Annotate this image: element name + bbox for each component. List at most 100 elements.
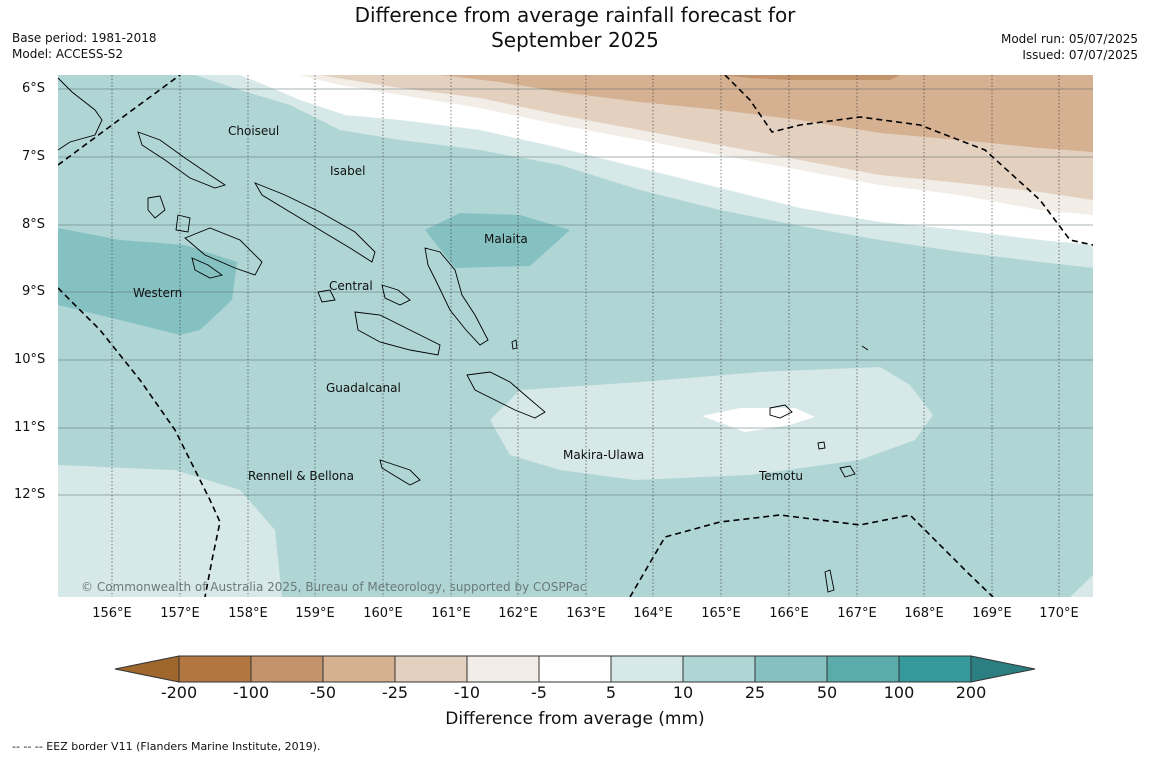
- colorbar-swatch: [754, 655, 828, 683]
- colorbar-tick: -200: [160, 683, 198, 702]
- colorbar: [114, 655, 1036, 683]
- contour-25-50-western: [58, 228, 237, 335]
- lat-label: 12°S: [14, 487, 46, 502]
- lon-label: 161°E: [431, 606, 471, 621]
- island-rennell: [379, 459, 421, 486]
- lat-label: 8°S: [22, 217, 46, 232]
- contour-25-50-malaita: [425, 213, 570, 268]
- lon-label: 164°E: [633, 606, 673, 621]
- lat-label: 7°S: [22, 149, 46, 164]
- colorbar-tick: -100: [232, 683, 270, 702]
- issued-date: Issued: 07/07/2025: [1022, 48, 1138, 62]
- eez-border: [58, 75, 1093, 597]
- eez-legend-footnote: -- -- -- EEZ border V11 (Flanders Marine…: [12, 740, 321, 753]
- region-label-isabel: Isabel: [330, 164, 366, 178]
- colorbar-swatch: [394, 655, 468, 683]
- contour-minus5-5-temotu: [702, 408, 815, 432]
- colorbar-tick: -25: [381, 683, 409, 702]
- contour-minus50-minus25: [440, 75, 1093, 152]
- lon-label: 166°E: [769, 606, 809, 621]
- lon-label: 156°E: [92, 606, 132, 621]
- map-gridlines: [58, 88, 1093, 496]
- colorbar-swatch: [826, 655, 900, 683]
- title-line-1: Difference from average rainfall forecas…: [354, 3, 796, 27]
- base-period: Base period: 1981-2018: [12, 31, 157, 45]
- colorbar-tick: -10: [453, 683, 481, 702]
- title-line-2: September 2025: [491, 28, 659, 52]
- contour-5-10-makira: [490, 367, 933, 480]
- colorbar-tick: 50: [816, 683, 838, 702]
- island-duff: [861, 345, 869, 351]
- island-bougainville: [57, 77, 103, 151]
- island-nendo: [769, 404, 793, 419]
- island-isabel: [253, 182, 376, 263]
- model-name: Model: ACCESS-S2: [12, 47, 124, 61]
- lon-label: 168°E: [904, 606, 944, 621]
- map-title: Difference from average rainfall forecas…: [0, 3, 1150, 53]
- model-info: Base period: 1981-2018 Model: ACCESS-S2: [12, 30, 157, 62]
- lon-label: 160°E: [363, 606, 403, 621]
- island-southern: [824, 569, 835, 593]
- island-utupua: [817, 441, 826, 450]
- model-run: Model run: 05/07/2025: [1000, 32, 1138, 46]
- colorbar-swatch: [466, 655, 540, 683]
- lon-label: 170°E: [1039, 606, 1079, 621]
- lon-label: 167°E: [837, 606, 877, 621]
- contour-5-10-southeast: [1070, 575, 1093, 597]
- region-label-rennell-bellona: Rennell & Bellona: [248, 469, 355, 483]
- colorbar-tick: 10: [672, 683, 694, 702]
- colorbar-swatch: [970, 655, 1036, 683]
- rainfall-contours: [58, 75, 1093, 597]
- lon-label: 163°E: [566, 606, 606, 621]
- lon-label: 165°E: [701, 606, 741, 621]
- colorbar-swatch: [898, 655, 972, 683]
- region-label-choiseul: Choiseul: [228, 124, 280, 138]
- coastlines: [57, 77, 869, 593]
- island-vella-lavella: [147, 195, 166, 219]
- colorbar-tick: 200: [955, 683, 987, 702]
- colorbar-swatch: [114, 655, 180, 683]
- region-label-western: Western: [133, 286, 183, 300]
- lat-label: 6°S: [22, 81, 46, 96]
- colorbar-tick: -50: [309, 683, 337, 702]
- island-florida: [381, 284, 411, 306]
- colorbar-swatch: [178, 655, 252, 683]
- copyright-notice: © Commonwealth of Australia 2025, Bureau…: [81, 580, 587, 594]
- island-guadalcanal: [354, 311, 441, 356]
- lon-label: 169°E: [972, 606, 1012, 621]
- contour-5-10-southwest: [58, 465, 282, 597]
- colorbar-tick: 100: [883, 683, 915, 702]
- colorbar-swatch: [538, 655, 612, 683]
- colorbar-tick: 5: [605, 683, 617, 702]
- colorbar-tick: -5: [531, 683, 547, 702]
- lon-label: 159°E: [295, 606, 335, 621]
- lon-label: 162°E: [498, 606, 538, 621]
- island-russell: [317, 289, 336, 303]
- lat-label: 11°S: [14, 420, 46, 435]
- island-malaita: [424, 247, 489, 346]
- map-meridians: [111, 75, 1060, 597]
- colorbar-swatch: [682, 655, 756, 683]
- region-label-makira-ulawa: Makira-Ulawa: [563, 448, 645, 462]
- island-new-georgia: [184, 227, 263, 276]
- lon-label: 157°E: [160, 606, 200, 621]
- island-makira: [466, 371, 546, 419]
- region-label-temotu: Temotu: [759, 469, 804, 483]
- region-label-guadalcanal: Guadalcanal: [326, 381, 401, 395]
- colorbar-label: Difference from average (mm): [445, 709, 705, 729]
- contour-minus100-minus50: [720, 75, 900, 80]
- island-ulawa: [511, 339, 518, 350]
- colorbar-swatch: [610, 655, 684, 683]
- lon-label: 158°E: [228, 606, 268, 621]
- island-rendova: [191, 257, 224, 279]
- lat-label: 10°S: [14, 352, 46, 367]
- island-choiseul: [137, 131, 227, 189]
- region-label-malaita: Malaita: [484, 232, 528, 246]
- run-info: Model run: 05/07/2025 Issued: 07/07/2025: [1001, 31, 1138, 63]
- colorbar-tick: 25: [744, 683, 766, 702]
- colorbar-swatch: [250, 655, 324, 683]
- region-label-central: Central: [329, 279, 373, 293]
- colorbar-swatch: [322, 655, 396, 683]
- lat-label: 9°S: [22, 284, 46, 299]
